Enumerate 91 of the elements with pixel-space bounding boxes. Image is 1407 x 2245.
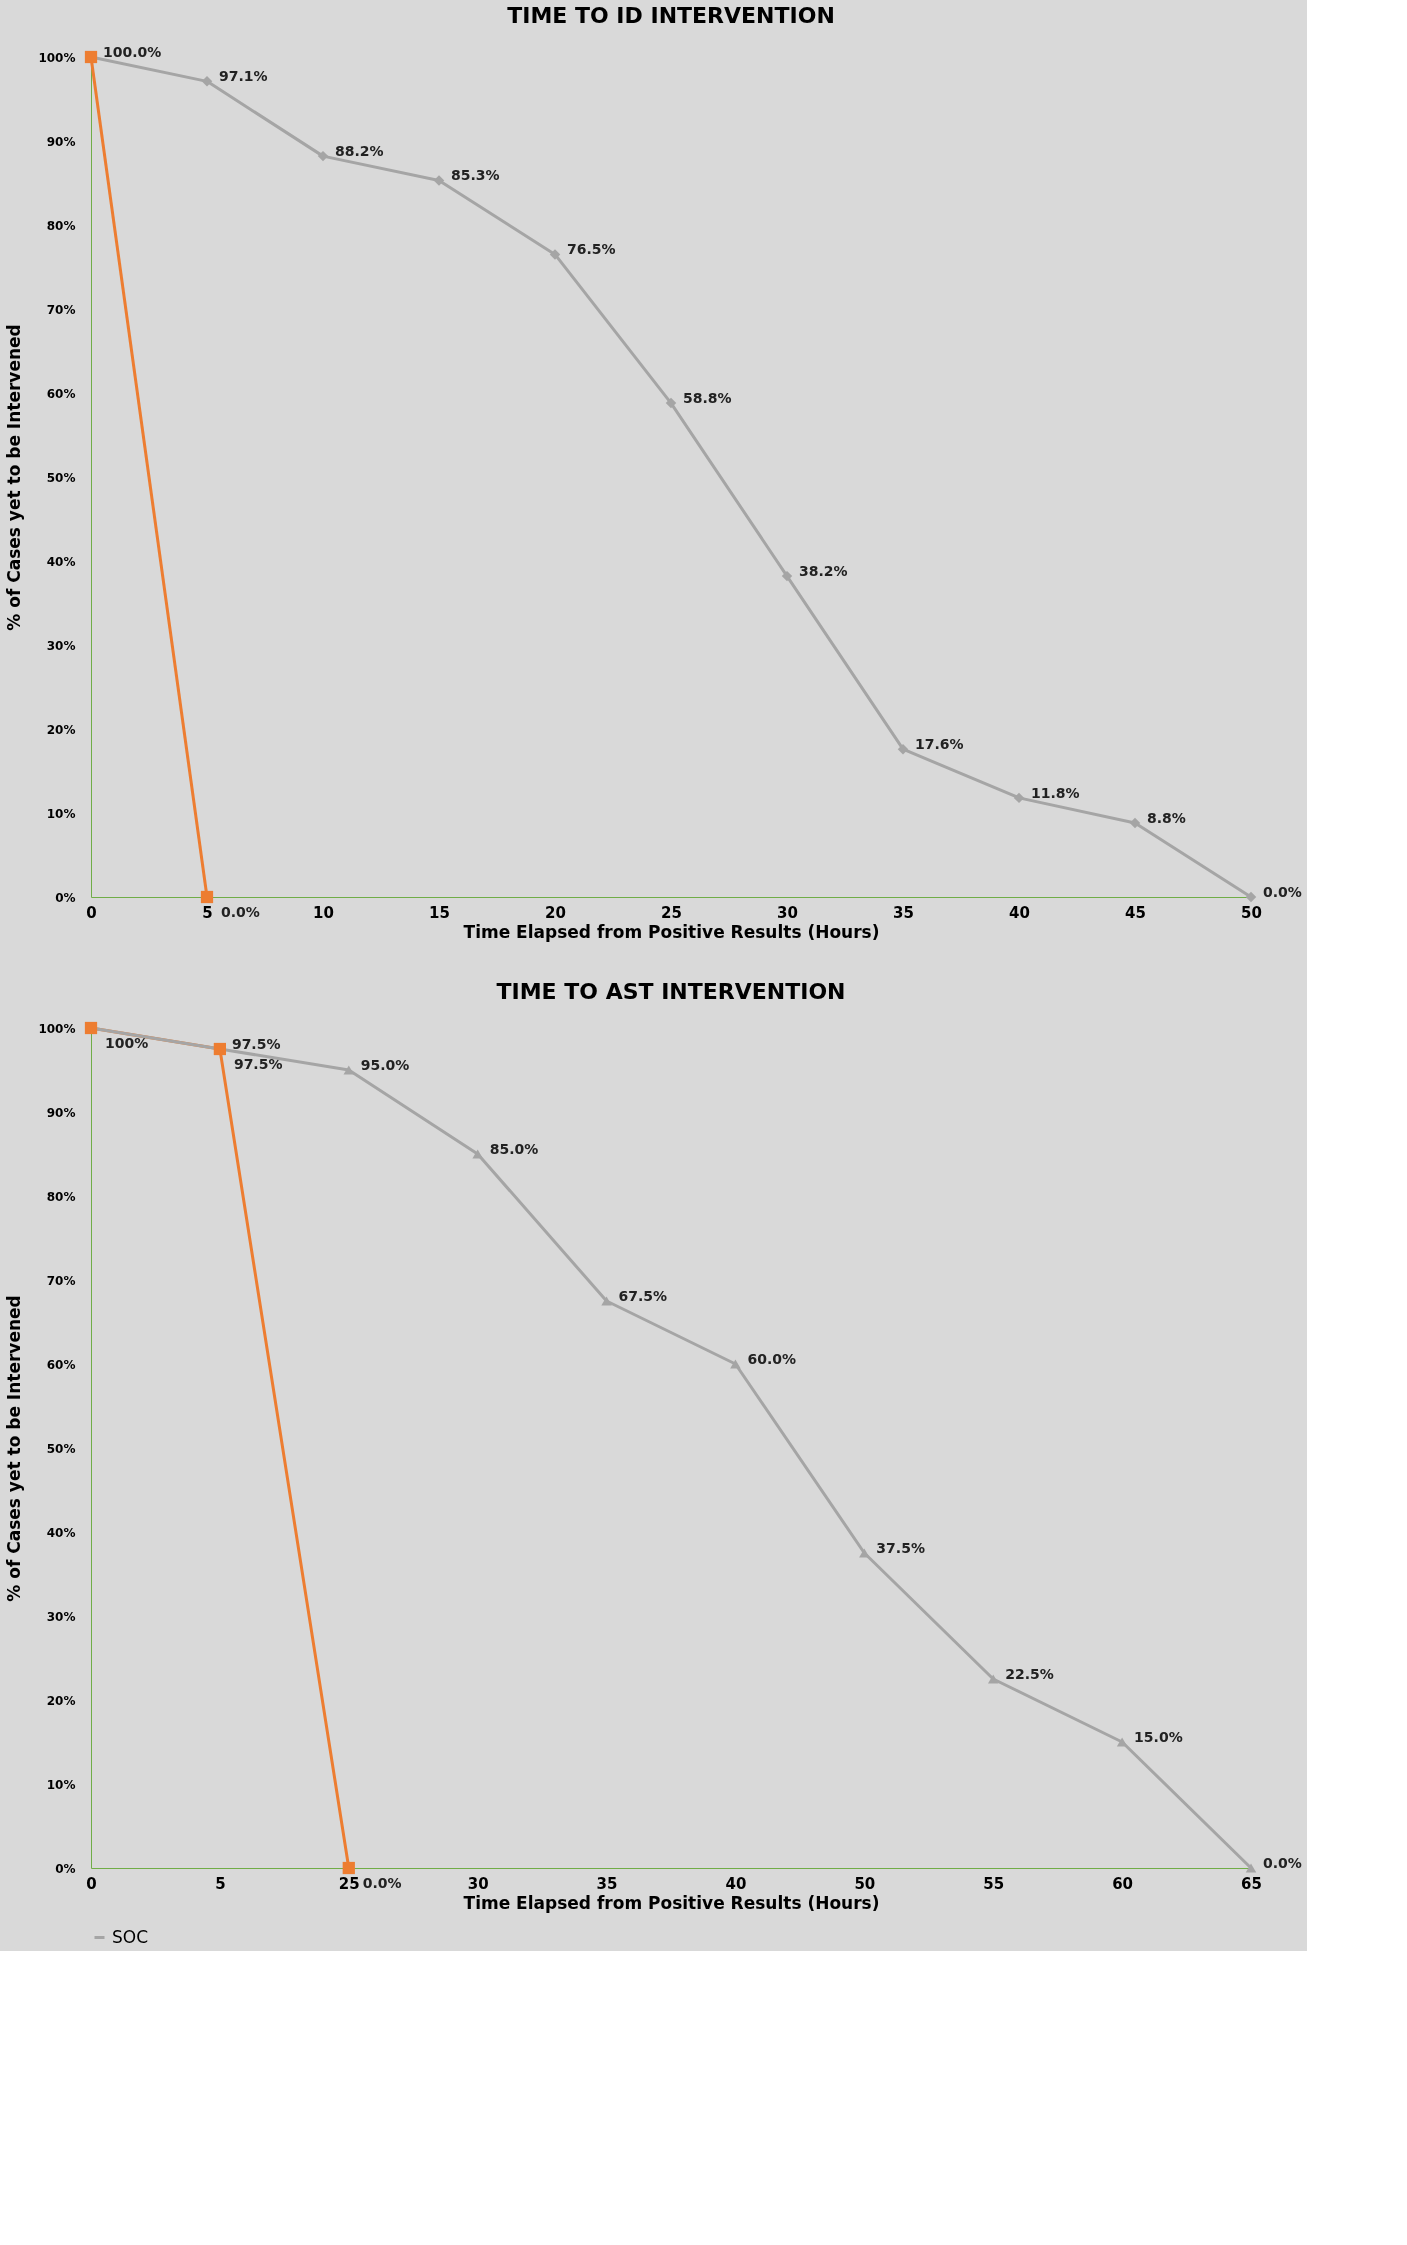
x-tick-label: 0	[86, 1874, 97, 1893]
point	[201, 76, 213, 87]
x-tick-label: 50	[1241, 903, 1262, 922]
x-tick-label: 30	[467, 1874, 489, 1893]
data-label: 97.5%	[231, 1036, 281, 1052]
x-tick-label: 65	[1241, 1874, 1262, 1893]
x-tick-label: 30	[777, 903, 798, 922]
data-label: 95.0%	[360, 1057, 410, 1073]
x-axis-title: Time Elapsed from Positive Results (Hours)	[463, 1892, 880, 1913]
y-tick-label: 80%	[46, 1189, 76, 1204]
data-label: 67.5%	[618, 1288, 668, 1304]
y-tick-label: 10%	[46, 1777, 76, 1792]
data-label: 8.8%	[1147, 810, 1186, 827]
y-tick-label: 100%	[38, 50, 76, 65]
y-tick-label: 50%	[46, 470, 76, 485]
y-tick-label: 30%	[46, 638, 76, 653]
data-label: 17.6%	[915, 736, 964, 753]
data-label: 85.0%	[489, 1141, 539, 1157]
data-label: 0.0%	[1263, 884, 1302, 900]
point	[200, 890, 214, 904]
x-tick-label: 55	[983, 1874, 1005, 1893]
point	[433, 175, 445, 186]
legend-label: SOC	[112, 1926, 149, 1947]
y-tick-label: 40%	[46, 1525, 76, 1540]
chart-title: TIME TO ID INTERVENTION	[507, 3, 835, 28]
y-tick-label: 40%	[46, 554, 76, 569]
y-tick-label: 0%	[55, 890, 76, 905]
data-label: 38.2%	[799, 563, 848, 580]
data-label: 15.0%	[1134, 1729, 1183, 1745]
y-tick-label: 50%	[46, 1441, 76, 1456]
x-tick-label: 40	[725, 1874, 747, 1893]
x-tick-label: 10	[313, 903, 334, 922]
data-label: 97.5%	[233, 1056, 283, 1072]
x-tick-label: 35	[893, 903, 914, 922]
point	[897, 743, 909, 755]
point	[1245, 1863, 1257, 1873]
y-tick-label: 0%	[55, 1861, 76, 1876]
point	[987, 1674, 999, 1684]
point	[317, 150, 329, 162]
data-label: 37.5%	[876, 1540, 925, 1556]
y-axis-title: % of Cases yet to be Intervened	[4, 324, 25, 631]
x-tick-label: 45	[1125, 903, 1146, 922]
y-tick-label: 70%	[46, 302, 76, 317]
data-label: 88.2%	[335, 143, 384, 160]
data-label: 100%	[105, 1035, 149, 1051]
x-tick-label: 5	[202, 903, 213, 922]
x-tick-label: 0	[86, 903, 97, 922]
y-tick-label: 20%	[46, 1693, 76, 1708]
x-axis-title: Time Elapsed from Positive Results (Hours)	[463, 921, 880, 942]
data-label: 0.0%	[221, 904, 260, 920]
x-tick-label: 35	[596, 1874, 618, 1893]
y-tick-label: 20%	[46, 722, 76, 737]
x-tick-label: 5	[215, 1874, 226, 1893]
point	[342, 1861, 355, 1875]
y-tick-label: 100%	[38, 1021, 76, 1036]
data-label: 11.8%	[1031, 784, 1080, 801]
data-label: 22.5%	[1005, 1666, 1054, 1682]
x-tick-label: 25	[661, 903, 682, 922]
data-label: 76.5%	[567, 241, 616, 258]
point	[1013, 792, 1025, 804]
x-tick-label: 50	[854, 1874, 876, 1893]
x-tick-label: 60	[1112, 1874, 1134, 1893]
y-tick-label: 60%	[46, 1357, 76, 1372]
y-tick-label: 90%	[46, 1105, 76, 1120]
y-axis-title: % of Cases yet to be Intervened	[4, 1295, 25, 1602]
point	[1129, 817, 1141, 829]
data-label: 97.1%	[219, 68, 268, 85]
point	[665, 397, 677, 409]
data-label: 58.8%	[683, 390, 732, 407]
point	[730, 1359, 741, 1369]
data-label: 0.0%	[362, 1875, 402, 1891]
chart-title: TIME TO AST INTERVENTION	[496, 978, 846, 1004]
data-label: 100.0%	[103, 44, 162, 60]
point	[601, 1296, 612, 1306]
data-label: 0.0%	[1263, 1855, 1302, 1871]
x-tick-label: 20	[545, 903, 566, 922]
point	[1245, 891, 1257, 903]
x-tick-label: 25	[338, 1874, 360, 1893]
data-label: 60.0%	[747, 1351, 797, 1367]
point	[781, 570, 793, 582]
x-tick-label: 40	[1009, 903, 1030, 922]
y-tick-label: 30%	[46, 1609, 76, 1624]
y-tick-label: 10%	[46, 806, 76, 821]
point	[549, 249, 561, 260]
y-tick-label: 80%	[46, 218, 76, 233]
y-tick-label: 60%	[46, 386, 76, 401]
y-tick-label: 90%	[46, 134, 76, 149]
y-tick-label: 70%	[46, 1273, 76, 1288]
point	[472, 1149, 483, 1159]
x-tick-label: 15	[429, 903, 450, 922]
data-label: 85.3%	[451, 167, 500, 184]
